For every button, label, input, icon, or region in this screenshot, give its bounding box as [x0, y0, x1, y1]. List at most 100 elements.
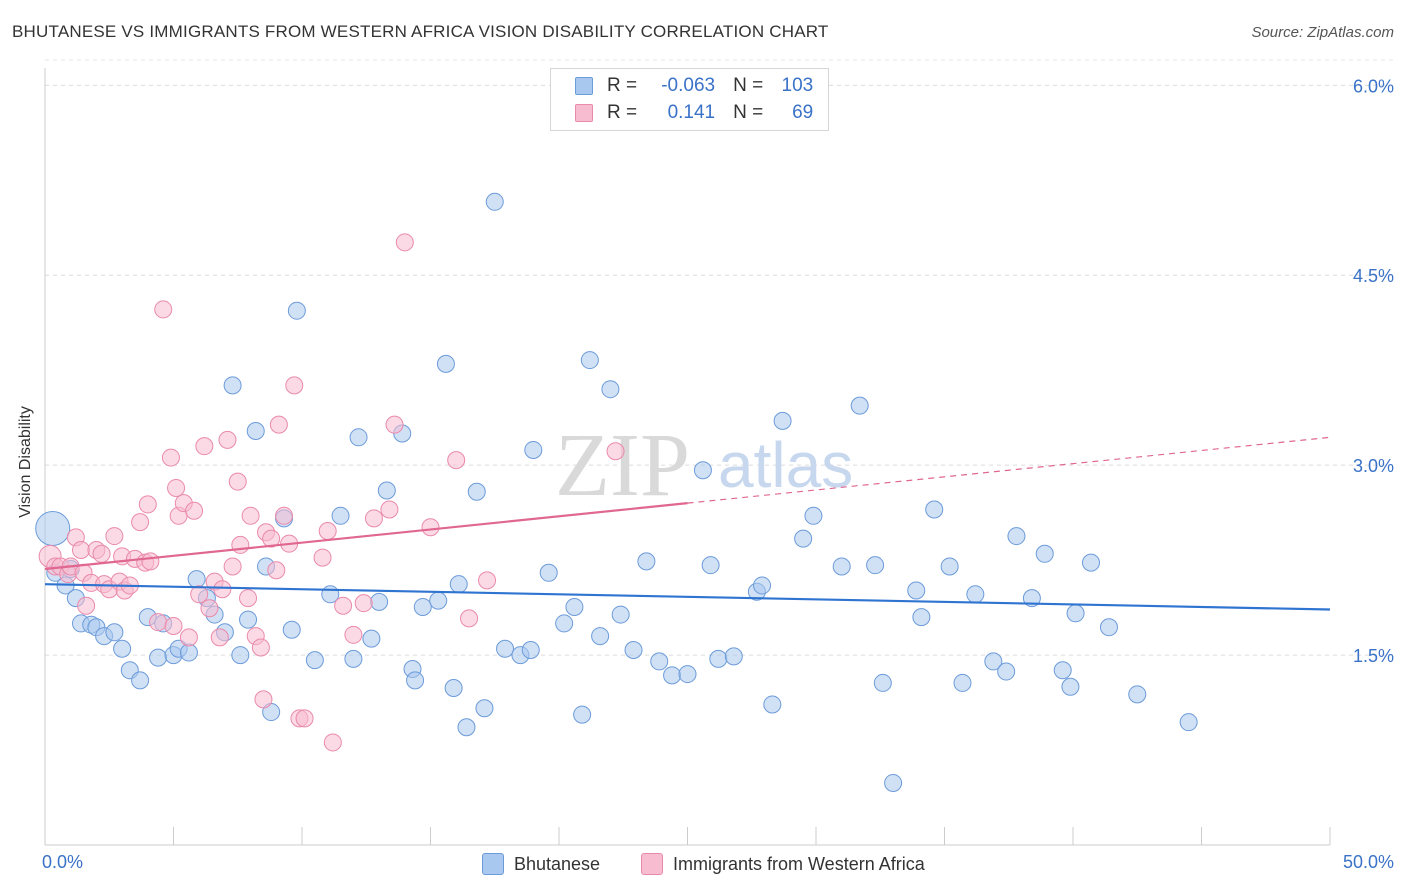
data-point [218, 430, 237, 449]
data-point [663, 666, 682, 685]
data-point [318, 522, 337, 540]
data-point [71, 540, 90, 559]
data-point [1053, 661, 1072, 680]
data-point [190, 585, 209, 604]
data-point [693, 461, 712, 480]
data-point [406, 671, 425, 690]
data-point [239, 610, 258, 629]
data-point [1128, 685, 1147, 704]
data-point [364, 509, 383, 528]
data-point [370, 592, 389, 611]
data-point [138, 495, 157, 514]
axes [44, 68, 1331, 846]
data-point [149, 648, 168, 667]
data-point [804, 506, 823, 525]
data-point [436, 354, 455, 373]
data-point [521, 641, 540, 660]
data-point [262, 529, 281, 548]
data-point [195, 437, 214, 456]
data-point [1035, 544, 1054, 563]
data-point [77, 596, 96, 615]
data-point [228, 472, 247, 491]
bottom-legend-label: Immigrants from Western Africa [673, 853, 925, 874]
data-point [413, 597, 432, 616]
data-point [380, 500, 399, 519]
data-point [223, 557, 242, 576]
data-point [131, 513, 150, 532]
legend-swatch-bhutanese [575, 77, 593, 95]
data-point [349, 428, 368, 447]
data-point [223, 376, 242, 395]
data-point [313, 548, 332, 567]
x-tick-label-min: 0.0% [42, 852, 84, 872]
data-point [984, 652, 1003, 671]
y-tick-label: 4.5% [1353, 266, 1394, 286]
data-point [966, 585, 985, 604]
trend-layer [44, 436, 1331, 611]
data-point [187, 570, 206, 589]
data-point [385, 415, 404, 434]
points-layer [35, 192, 1198, 792]
data-point [832, 557, 851, 576]
data-point [591, 627, 610, 646]
data-point [154, 300, 173, 319]
data-point [344, 649, 363, 668]
data-point [997, 662, 1016, 681]
data-point [555, 614, 574, 633]
data-point [231, 646, 250, 665]
data-point [334, 596, 353, 615]
data-point [637, 552, 656, 571]
data-point [323, 733, 342, 752]
data-point [105, 527, 124, 546]
data-point [457, 718, 476, 737]
data-point [92, 544, 111, 563]
data-point [866, 556, 885, 575]
data-point [161, 448, 180, 467]
data-point [377, 481, 396, 500]
trend-line-extension [687, 436, 1331, 504]
data-point [246, 421, 265, 440]
data-point [210, 628, 229, 647]
trend-line [44, 583, 1331, 611]
data-point [884, 773, 903, 792]
data-point [295, 709, 314, 728]
data-point [331, 506, 350, 525]
data-point [354, 594, 373, 613]
data-point [701, 556, 720, 575]
data-point [953, 673, 972, 692]
data-point [285, 376, 304, 395]
data-point [362, 629, 381, 648]
data-point [447, 451, 466, 470]
data-point [275, 506, 294, 525]
data-point [1179, 713, 1198, 732]
y-tick-label: 3.0% [1353, 456, 1394, 476]
bottom-legend-immigrants: Immigrants from Western Africa [641, 851, 925, 877]
data-point [200, 599, 219, 618]
data-point [449, 575, 468, 594]
legend-r-label: R = [607, 75, 638, 96]
bottom-legend-swatch-immigrants [641, 853, 663, 875]
source-note: Source: ZipAtlas.com [1251, 24, 1394, 41]
data-point [1061, 677, 1080, 696]
legend-n-label: N = [733, 75, 764, 96]
data-point [131, 671, 150, 690]
data-point [239, 589, 258, 608]
data-point [179, 643, 198, 662]
data-point [940, 557, 959, 576]
data-point [141, 552, 160, 571]
bottom-legend-label: Bhutanese [514, 853, 601, 874]
chart-title: BHUTANESE VS IMMIGRANTS FROM WESTERN AFR… [12, 22, 829, 41]
data-point [267, 561, 286, 580]
data-point [650, 652, 669, 671]
data-point [611, 605, 630, 624]
data-point [496, 639, 515, 658]
legend-n-value: 103 [781, 75, 814, 96]
data-point [444, 679, 463, 697]
watermark-zip: ZIP [555, 416, 690, 515]
data-point [624, 641, 643, 660]
data-point [344, 625, 363, 644]
data-point [794, 529, 813, 548]
data-point [429, 591, 448, 610]
legend-row-bhutanese: R = -0.063 N = 103 [575, 73, 813, 99]
